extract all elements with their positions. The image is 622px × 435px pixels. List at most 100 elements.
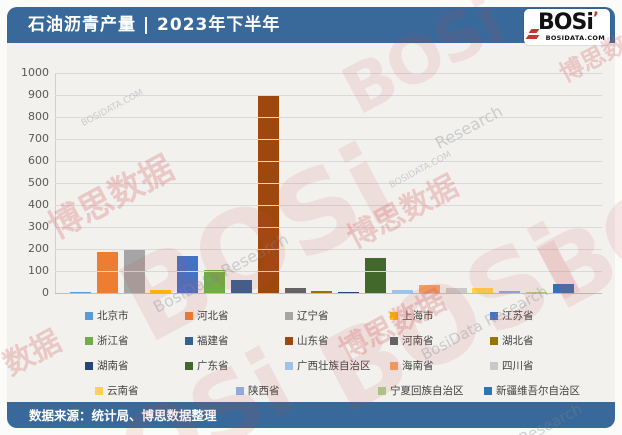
legend-swatch-icon — [185, 361, 193, 370]
legend-label: 湖南省 — [97, 360, 129, 372]
legend-label: 宁夏回族自治区 — [390, 385, 464, 397]
legend-swatch-icon — [95, 386, 103, 395]
bar-海南省 — [418, 285, 440, 293]
legend-row: 浙江省 福建省 山东省 河南省 湖北省 — [7, 328, 615, 353]
legend-swatch-icon — [285, 336, 293, 345]
header-bar: 石油沥青产量 | 2023年下半年 — [7, 7, 615, 43]
bar-河北省 — [96, 251, 118, 293]
legend-label: 新疆维吾尔自治区 — [496, 385, 580, 397]
bar-上海市 — [150, 289, 172, 293]
bar-广东省 — [365, 258, 387, 293]
gridline — [55, 293, 602, 294]
legend-item-辽宁省: 辽宁省 — [285, 308, 390, 323]
legend-label: 上海市 — [402, 310, 434, 322]
legend-label: 广西壮族自治区 — [297, 360, 371, 372]
gridline — [55, 73, 602, 74]
y-tick-label: 500 — [28, 176, 49, 189]
logo-wordmark: BOSi — [538, 10, 594, 35]
legend-swatch-icon — [85, 311, 93, 320]
logo-accent-icon: ’ — [592, 8, 599, 27]
legend-label: 四川省 — [502, 360, 534, 372]
y-tick-label: 1000 — [21, 66, 49, 79]
legend-label: 海南省 — [402, 360, 434, 372]
bar-河南省 — [284, 288, 306, 293]
chart-legend: 北京市 河北省 辽宁省 上海市 江苏省浙江省 福建省 山东省 河南省 湖北省湖南省 广东省 广西壮族… — [7, 303, 615, 403]
legend-label: 广东省 — [197, 360, 229, 372]
gridline — [55, 227, 602, 228]
legend-item-四川省: 四川省 — [490, 358, 615, 373]
legend-swatch-icon — [390, 361, 398, 370]
legend-label: 河北省 — [197, 310, 229, 322]
y-tick-label: 800 — [28, 110, 49, 123]
gridline — [55, 161, 602, 162]
legend-item-江苏省: 江苏省 — [490, 308, 615, 323]
legend-item-湖南省: 湖南省 — [85, 358, 185, 373]
bar-江苏省 — [177, 255, 199, 293]
legend-item-广东省: 广东省 — [185, 358, 285, 373]
legend-label: 陕西省 — [248, 385, 280, 397]
legend-row: 云南省 陕西省 宁夏回族自治区 新疆维吾尔自治区 — [7, 378, 615, 403]
bar-湖南省 — [338, 291, 360, 293]
logo-domain-text: BOSIDATA.COM — [545, 34, 605, 42]
legend-item-河北省: 河北省 — [185, 308, 285, 323]
y-tick-label: 100 — [28, 264, 49, 277]
legend-label: 北京市 — [97, 310, 129, 322]
legend-item-宁夏回族自治区: 宁夏回族自治区 — [378, 383, 484, 398]
legend-swatch-icon — [490, 336, 498, 345]
legend-swatch-icon — [490, 311, 498, 320]
legend-swatch-icon — [285, 311, 293, 320]
y-tick-label: 400 — [28, 198, 49, 211]
bar-广西壮族自治区 — [391, 289, 413, 293]
bar-新疆维吾尔自治区 — [552, 283, 574, 293]
y-tick-label: 300 — [28, 220, 49, 233]
bar-四川省 — [445, 288, 467, 293]
chart-body — [7, 43, 615, 402]
bar-云南省 — [472, 288, 494, 293]
legend-label: 浙江省 — [97, 335, 129, 347]
y-tick-label: 600 — [28, 154, 49, 167]
legend-swatch-icon — [185, 311, 193, 320]
legend-row: 北京市 河北省 辽宁省 上海市 江苏省 — [7, 303, 615, 328]
y-tick-label: 200 — [28, 242, 49, 255]
bar-福建省 — [230, 279, 252, 293]
bosi-logo: BOSi ’ BOSIDATA.COM — [524, 8, 610, 45]
y-tick-label: 900 — [28, 88, 49, 101]
bar-宁夏回族自治区 — [526, 291, 548, 293]
gridline — [55, 139, 602, 140]
legend-swatch-icon — [390, 311, 398, 320]
legend-item-河南省: 河南省 — [390, 333, 490, 348]
legend-swatch-icon — [484, 386, 492, 395]
gridline — [55, 205, 602, 206]
logo-red-tick-icon — [525, 35, 540, 39]
legend-item-浙江省: 浙江省 — [85, 333, 185, 348]
legend-item-云南省: 云南省 — [95, 383, 236, 398]
legend-item-陕西省: 陕西省 — [236, 383, 378, 398]
legend-swatch-icon — [85, 361, 93, 370]
bar-北京市 — [70, 291, 91, 293]
bar-陕西省 — [499, 291, 521, 293]
gridline — [55, 249, 602, 250]
y-tick-label: 700 — [28, 132, 49, 145]
legend-row: 湖南省 广东省 广西壮族自治区 海南省 四川省 — [7, 353, 615, 378]
legend-item-北京市: 北京市 — [85, 308, 185, 323]
y-tick-label: 0 — [42, 286, 49, 299]
legend-swatch-icon — [85, 336, 93, 345]
legend-item-湖北省: 湖北省 — [490, 333, 615, 348]
plot-area: 0 100 200 300 400 500 600 700 800 900 1000 — [21, 67, 602, 299]
data-source-note: 数据来源：统计局、博思数据整理 — [29, 408, 217, 423]
bar-山东省 — [257, 95, 279, 293]
page-title: 石油沥青产量 | 2023年下半年 — [28, 15, 281, 35]
legend-item-上海市: 上海市 — [390, 308, 490, 323]
legend-item-海南省: 海南省 — [390, 358, 490, 373]
legend-swatch-icon — [285, 361, 293, 370]
legend-item-山东省: 山东省 — [285, 333, 390, 348]
legend-item-广西壮族自治区: 广西壮族自治区 — [285, 358, 390, 373]
legend-swatch-icon — [185, 336, 193, 345]
legend-label: 湖北省 — [502, 335, 534, 347]
legend-label: 福建省 — [197, 335, 229, 347]
legend-item-福建省: 福建省 — [185, 333, 285, 348]
legend-label: 辽宁省 — [297, 310, 329, 322]
gridline — [55, 95, 602, 96]
bar-浙江省 — [204, 269, 226, 293]
